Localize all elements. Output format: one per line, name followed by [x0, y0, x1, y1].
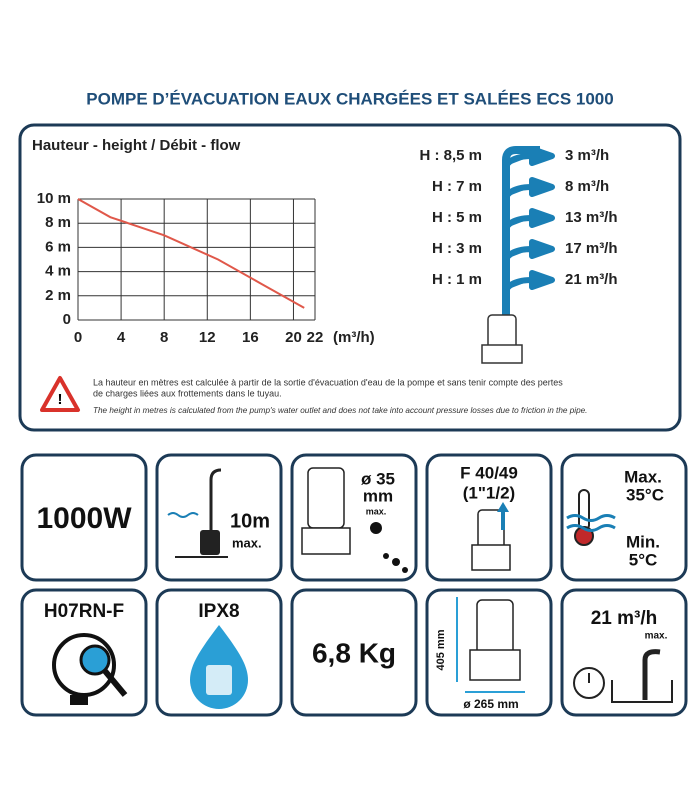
curve [77, 198, 305, 309]
chart: 0 2 m 4 m 6 m 8 m 10 m 0 4 8 12 16 20 22 [37, 190, 324, 346]
x-tick-label: 12 [199, 329, 216, 346]
depth: 10m [230, 510, 270, 532]
x-tick-label: 20 [285, 329, 302, 346]
flow-arrow [503, 177, 555, 199]
particle-size: ø 35 [361, 469, 395, 488]
max-flow-max: max. [645, 631, 668, 642]
title: POMPE D’ÉVACUATION EAUX CHARGÉES ET SALÉ… [86, 89, 613, 108]
height-label: H : 1 m [432, 271, 482, 288]
height-dim: 405 mm [435, 629, 447, 670]
flow-table: H : 8,5 m 3 m³/h H : 7 m 8 m³/h H : 5 m 13 m³… [419, 146, 618, 292]
dimensions-icon [456, 597, 525, 693]
depth-max: max. [232, 535, 262, 550]
x-tick-label: 0 [74, 329, 82, 346]
tile [560, 453, 688, 582]
outlet-icon [471, 502, 511, 571]
warning-icon: ! [40, 376, 80, 412]
temp-max: 35°C [626, 485, 664, 504]
tile [290, 588, 418, 717]
weight: 6,8 Kg [312, 637, 396, 668]
flow-arrow [503, 146, 555, 168]
svg-text:!: ! [58, 391, 63, 408]
height-label: H : 3 m [432, 240, 482, 257]
power: 1000W [36, 502, 132, 535]
flow-arrow [503, 239, 555, 261]
flow-label: 17 m³/h [565, 240, 618, 257]
diameter-dim: ø 265 mm [463, 697, 518, 711]
temp-min: 5°C [629, 550, 658, 569]
drop-icon [190, 625, 248, 709]
y-tick-label: 8 m [45, 214, 71, 231]
flow-label: 21 m³/h [565, 271, 618, 288]
outlet-size: (1"1/2) [463, 483, 515, 502]
protection: IPX8 [198, 601, 239, 622]
x-tick-label: 16 [242, 329, 259, 346]
y-tick-label: 2 m [45, 287, 71, 304]
tile [155, 453, 283, 582]
warning-fr: de charges liées aux frottements dans le… [93, 388, 282, 398]
height-label: H : 7 m [432, 178, 482, 195]
outlet: F 40/49 [460, 463, 518, 482]
flow-arrow [503, 208, 555, 230]
y-tick-label: 6 m [45, 238, 71, 255]
x-tick-label: 4 [117, 329, 126, 346]
chart-title: Hauteur - height / Débit - flow [32, 137, 241, 154]
flow-arrow [503, 270, 555, 292]
temperature-icon [566, 489, 616, 546]
flow-label: 13 m³/h [565, 209, 618, 226]
max-flow: 21 m³/h [591, 608, 658, 629]
y-tick-label: 4 m [45, 263, 71, 280]
height-label: H : 5 m [432, 209, 482, 226]
y-tick-label: 10 m [37, 190, 71, 207]
temp-max-label: Max. [624, 467, 662, 486]
cable: H07RN-F [44, 601, 124, 622]
y-tick-label: 0 [63, 311, 71, 328]
x-tick-label: 22 [307, 329, 324, 346]
particle-max: max. [366, 506, 387, 516]
height-label: H : 8,5 m [419, 147, 482, 164]
temp-min-label: Min. [626, 532, 660, 551]
particle-unit: mm [363, 486, 393, 505]
tile [20, 453, 148, 582]
pump-diagram [481, 146, 540, 364]
particles-icon [301, 467, 408, 573]
x-tick-label: 8 [160, 329, 168, 346]
flow-icon [573, 649, 673, 703]
flow-label: 3 m³/h [565, 147, 609, 164]
cable-icon [52, 633, 128, 705]
x-axis-label: (m³/h) [333, 329, 375, 346]
warning-en: The height in metres is calculated from … [93, 406, 587, 415]
flow-label: 8 m³/h [565, 178, 609, 195]
depth-icon [167, 468, 228, 558]
warning-fr: La hauteur en mètres est calculée à part… [93, 377, 563, 387]
